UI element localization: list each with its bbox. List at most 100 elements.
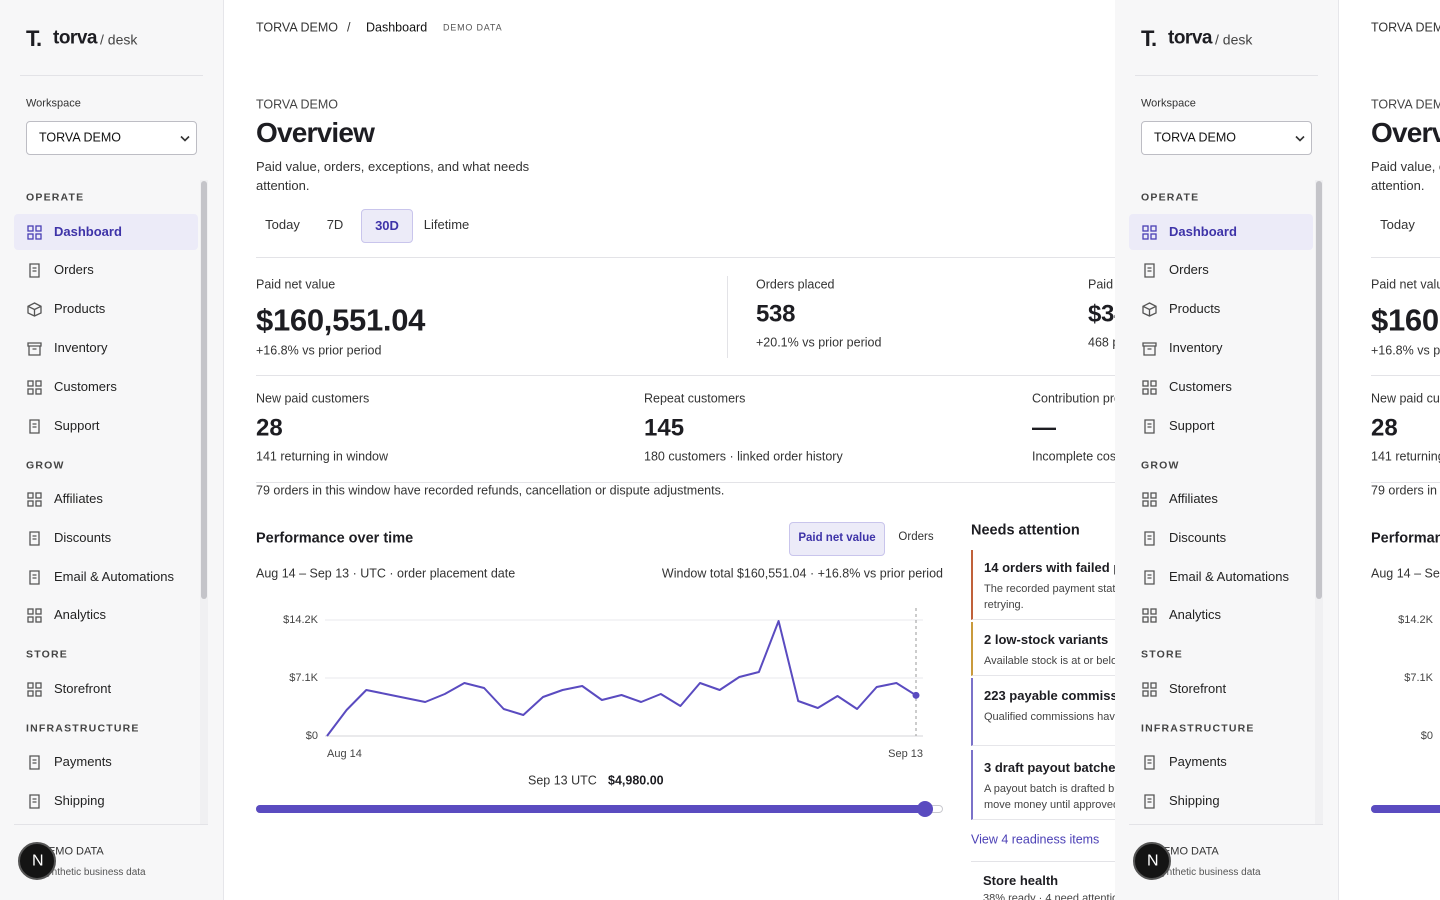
readiness-link[interactable]: View 4 readiness items — [971, 832, 1100, 847]
divider — [14, 824, 208, 825]
divider — [1129, 824, 1323, 825]
nav-active-bg — [14, 213, 198, 250]
attention-title: Needs attention — [971, 522, 1080, 539]
footer-title: DEMO DATA — [1155, 845, 1219, 858]
nav-icon — [29, 569, 40, 585]
nav-label: Shipping — [1169, 793, 1220, 809]
range-track — [1371, 805, 1440, 813]
chevron — [180, 135, 190, 142]
nav-label: Storefront — [1169, 681, 1227, 697]
nav-label: Shipping — [54, 793, 105, 809]
workspace-select[interactable]: TORVA DEMO — [26, 121, 197, 155]
period-tab-label: Today — [265, 217, 300, 233]
nav-section-title: OPERATE — [1141, 191, 1200, 204]
breadcrumb-separator: / — [347, 20, 351, 35]
nav-label: Support — [54, 417, 100, 433]
nav-icon — [1142, 492, 1157, 507]
nav-label: Orders — [1169, 262, 1209, 278]
nav-label: Customers — [54, 378, 117, 394]
nav-label: Inventory — [54, 340, 108, 356]
period-tab[interactable]: 7D — [1425, 209, 1440, 243]
nav-icon — [29, 531, 40, 546]
nav-icon — [1142, 302, 1157, 317]
nav-label: Dashboard — [54, 223, 122, 239]
tooltip-date: Sep 13 UTC — [528, 773, 597, 788]
avatar-letter: N — [1147, 852, 1159, 870]
period-tab[interactable]: 7D — [310, 209, 360, 243]
divider — [1371, 482, 1440, 483]
period-tab[interactable]: Today — [1371, 209, 1424, 243]
adjustment-note: 79 orders in this window have recorded r… — [256, 483, 725, 498]
metric-toggle[interactable]: Paid net value — [789, 522, 885, 556]
workspace-label: Workspace — [1141, 97, 1196, 110]
chart-subtitle: Aug 14 – Sep 13 · UTC · order placement … — [1371, 566, 1440, 581]
nav-icon — [1144, 569, 1155, 585]
kpi-value: $160,551.04 — [256, 302, 426, 338]
y-tick-label: $0 — [1421, 730, 1433, 742]
nav-section-title: STORE — [26, 649, 68, 662]
nav-label: Customers — [1169, 378, 1232, 394]
nav-label: Discounts — [1169, 530, 1227, 545]
nav-label: Affiliates — [1169, 491, 1218, 507]
line-series — [326, 620, 917, 737]
eyebrow: TORVA DEMO — [1371, 97, 1440, 112]
y-tick-label: $14.2K — [283, 614, 319, 626]
nav-label: Inventory — [1169, 340, 1223, 356]
chart-title: Performance over time — [256, 530, 414, 547]
breadcrumb-item: Dashboard — [366, 20, 428, 35]
nav-icon — [1144, 794, 1155, 809]
period-tab-label: 30D — [375, 218, 399, 234]
brand-suffix: / desk — [100, 31, 138, 48]
kpi-label: Repeat customers — [644, 391, 746, 406]
x-tick-label: Aug 14 — [327, 748, 362, 760]
nav-icon — [29, 755, 40, 771]
nav-label: Affiliates — [54, 491, 103, 507]
brand-mark: T. — [26, 25, 42, 51]
footer-subtitle: Synthetic business data — [40, 867, 146, 878]
nav-label: Storefront — [54, 681, 112, 697]
avatar[interactable]: N — [1133, 842, 1171, 880]
brand-suffix: / desk — [1215, 31, 1253, 48]
nav-icon — [1142, 608, 1157, 624]
period-tab[interactable]: 30D — [361, 209, 413, 243]
nav-icon — [29, 794, 40, 809]
metric-toggle[interactable]: Orders — [886, 522, 946, 556]
kpi-value: 145 — [644, 414, 685, 442]
sidebar: T. torva / desk Workspace TORVA DEMO OPERATE D… — [1115, 0, 1339, 900]
nav-section-title: OPERATE — [26, 191, 85, 204]
kpi-label: Paid net value — [1371, 277, 1440, 292]
workspace-select[interactable]: TORVA DEMO — [1141, 121, 1312, 155]
range-thumb[interactable] — [917, 801, 933, 817]
kpi-note: +20.1% vs prior period — [756, 335, 882, 350]
nav-icon — [27, 492, 42, 507]
eyebrow: TORVA DEMO — [256, 97, 338, 112]
kpi-value: 28 — [1371, 414, 1398, 442]
nav-icon — [27, 608, 42, 624]
nav-icon — [1144, 755, 1155, 771]
kpi-value: 538 — [756, 300, 796, 328]
nav-icon — [1142, 682, 1157, 697]
kpi-divider — [727, 276, 728, 358]
kpi-value: $160,551.04 — [1371, 302, 1440, 338]
workspace-value: TORVA DEMO — [39, 130, 121, 145]
breadcrumb-item: TORVA DEMO — [1371, 20, 1440, 35]
kpi-note: 141 returning in window — [256, 449, 389, 464]
kpi-note: +16.8% vs prior period — [256, 343, 382, 358]
divider — [1135, 75, 1318, 76]
range-track — [256, 805, 943, 813]
nav-icon — [1144, 418, 1155, 434]
page-subtitle: Paid value, orders, exceptions, and what… — [1371, 159, 1440, 193]
range-fill — [1371, 805, 1440, 813]
nav-label: Email & Automations — [1169, 568, 1289, 584]
brand-name: torva — [53, 27, 97, 49]
y-tick-label: $14.2K — [1398, 614, 1434, 626]
nav-icon — [1142, 224, 1157, 240]
chart-subtitle: Aug 14 – Sep 13 · UTC · order placement … — [256, 566, 516, 581]
nav-icon — [1144, 531, 1155, 546]
period-tab[interactable]: Today — [256, 209, 309, 243]
avatar[interactable]: N — [18, 842, 56, 880]
period-tab[interactable]: Lifetime — [414, 209, 479, 243]
kpi-note: +16.8% vs prior period — [1371, 343, 1440, 358]
nav-label: Analytics — [54, 607, 107, 623]
nav-label: Products — [1169, 301, 1221, 317]
